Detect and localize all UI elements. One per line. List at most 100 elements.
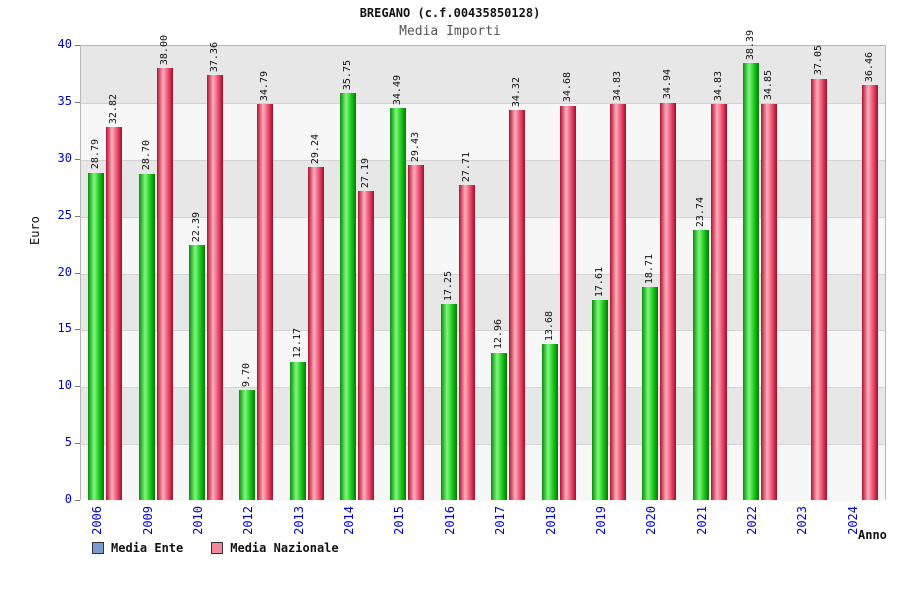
legend-item-media-nazionale: Media Nazionale <box>211 541 339 555</box>
x-tick-label-2018: 2018 <box>543 506 558 535</box>
bar-media-nazionale-2014 <box>358 190 375 500</box>
y-tick-label: 35 <box>57 93 72 108</box>
bar-media-ente-2006 <box>88 172 105 500</box>
bar-value-label: 34.83 <box>611 70 623 101</box>
bar-value-label: 38.39 <box>745 30 757 61</box>
bar-media-nazionale-2009 <box>156 67 173 500</box>
bar-value-label: 34.94 <box>662 69 674 100</box>
y-tick-label: 5 <box>64 435 72 450</box>
bar-value-label: 17.61 <box>593 266 605 297</box>
bar-media-nazionale-2017 <box>509 109 526 500</box>
bar-value-label: 36.46 <box>863 52 875 83</box>
x-tick-label-2006: 2006 <box>90 506 105 535</box>
bar-media-ente-2012 <box>239 389 256 500</box>
x-tick-label-2012: 2012 <box>241 506 256 535</box>
bar-value-label: 28.70 <box>140 140 152 171</box>
y-tick-label: 10 <box>57 378 72 393</box>
legend-label-media-nazionale: Media Nazionale <box>230 541 339 555</box>
bar-value-label: 29.24 <box>309 134 321 165</box>
x-tick-label-2019: 2019 <box>593 506 608 535</box>
bar-value-label: 34.32 <box>511 76 523 107</box>
bar-value-label: 12.96 <box>493 319 505 350</box>
x-tick-label-2022: 2022 <box>745 506 760 535</box>
bar-value-label: 28.79 <box>90 139 102 170</box>
bar-value-label: 34.68 <box>561 72 573 103</box>
x-tick-label-2009: 2009 <box>140 506 155 535</box>
y-tick-label: 15 <box>57 321 72 336</box>
y-tick-mark <box>75 500 80 501</box>
y-tick-mark <box>75 45 80 46</box>
gridline <box>81 330 885 332</box>
bar-value-label: 34.85 <box>763 70 775 101</box>
y-tick-mark <box>75 101 80 103</box>
bar-media-ente-2013 <box>289 361 306 500</box>
y-tick-mark <box>75 215 80 217</box>
bar-value-label: 27.19 <box>360 157 372 188</box>
bar-value-label: 27.71 <box>460 151 472 182</box>
legend: Media Ente Media Nazionale <box>92 541 339 555</box>
legend-swatch-media-ente <box>92 542 104 554</box>
y-tick-mark <box>75 272 80 274</box>
bar-value-label: 17.25 <box>442 270 454 301</box>
bar-value-label: 34.49 <box>392 74 404 105</box>
bar-media-ente-2021 <box>692 229 709 500</box>
bar-value-label: 34.83 <box>712 70 724 101</box>
bar-media-ente-2015 <box>390 107 407 500</box>
bar-media-ente-2020 <box>642 287 659 500</box>
bar-media-nazionale-2019 <box>609 103 626 500</box>
bar-media-nazionale-2023 <box>811 78 828 500</box>
bar-media-nazionale-2012 <box>257 104 274 500</box>
y-tick-mark <box>75 443 80 445</box>
bar-media-nazionale-2018 <box>559 105 576 500</box>
y-tick-label: 40 <box>57 37 72 51</box>
bar-media-ente-2016 <box>440 303 457 500</box>
gridline <box>81 273 885 275</box>
y-tick-label: 20 <box>57 264 72 279</box>
bar-value-label: 35.75 <box>342 60 354 91</box>
gridline <box>81 216 885 218</box>
x-tick-label-2013: 2013 <box>291 506 306 535</box>
bar-media-nazionale-2010 <box>206 75 223 500</box>
x-tick-label-2010: 2010 <box>190 506 205 535</box>
bar-media-nazionale-2006 <box>106 126 123 500</box>
bar-value-label: 18.71 <box>644 254 656 285</box>
y-tick-label: 25 <box>57 207 72 222</box>
x-tick-label-2021: 2021 <box>694 506 709 535</box>
x-tick-label-2020: 2020 <box>644 506 659 535</box>
bar-value-label: 12.17 <box>291 328 303 359</box>
x-tick-label-2023: 2023 <box>795 506 810 535</box>
bar-value-label: 32.82 <box>108 93 120 124</box>
gridline <box>81 444 885 446</box>
bar-media-ente-2022 <box>743 63 760 500</box>
bar-media-ente-2009 <box>138 173 155 500</box>
bar-media-nazionale-2024 <box>861 85 878 500</box>
x-axis-title: Anno <box>858 528 887 542</box>
bar-media-ente-2017 <box>491 352 508 500</box>
chart-subtitle: Media Importi <box>399 24 501 39</box>
y-tick-mark <box>75 158 80 160</box>
bar-media-ente-2014 <box>340 93 357 500</box>
bar-value-label: 22.39 <box>190 212 202 243</box>
bar-media-nazionale-2015 <box>408 165 425 500</box>
bar-value-label: 13.68 <box>543 311 555 342</box>
bar-media-nazionale-2020 <box>660 102 677 500</box>
gridline <box>81 159 885 161</box>
bar-media-nazionale-2016 <box>458 184 475 500</box>
bar-media-nazionale-2022 <box>761 103 778 500</box>
gridline <box>81 102 885 104</box>
bar-media-ente-2019 <box>591 299 608 500</box>
bar-value-label: 37.36 <box>208 41 220 73</box>
legend-swatch-media-nazionale <box>211 542 224 554</box>
bar-value-label: 37.05 <box>813 45 825 76</box>
bar-media-nazionale-2013 <box>307 167 324 500</box>
bar-value-label: 29.43 <box>410 132 422 163</box>
chart-title: BREGANO (c.f.00435850128) <box>359 6 541 20</box>
x-tick-label-2016: 2016 <box>442 506 457 535</box>
bar-value-label: 9.70 <box>241 362 253 387</box>
y-tick-label: 30 <box>57 150 72 165</box>
gridline <box>81 387 885 389</box>
bar-value-label: 23.74 <box>694 196 706 227</box>
y-tick-mark <box>75 386 80 388</box>
x-tick-label-2024: 2024 <box>845 506 860 535</box>
